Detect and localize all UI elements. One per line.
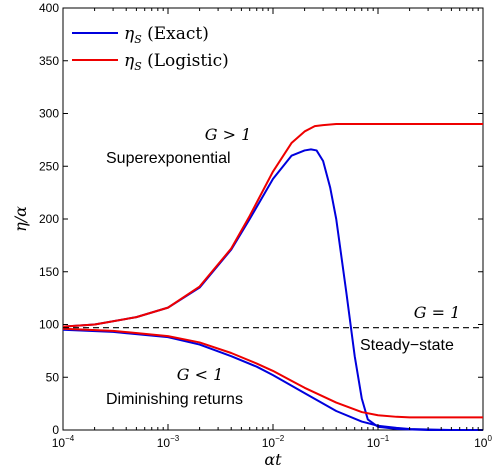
y-tick-label: 100 (39, 318, 59, 332)
x-tick-label: 10−1 (367, 434, 390, 450)
annotation-text-1: Steady−state (360, 337, 454, 354)
x-tick-label: 100 (474, 434, 492, 450)
y-tick-label: 50 (46, 370, 60, 384)
legend-label-1: ηS (Logistic) (124, 51, 229, 73)
series-line-3 (62, 327, 483, 419)
y-tick-label: 250 (39, 159, 59, 173)
x-tick-label: 10−4 (52, 434, 75, 450)
x-tick-label: 10−3 (157, 434, 180, 450)
ticks-layer: 0 50 100 150 200 250 300 350 400 10−4 10−3 10−2 10−1… (39, 1, 492, 450)
x-axis-label: αt (264, 450, 282, 469)
series-layer (62, 123, 483, 431)
legend: ηS (Exact) ηS (Logistic) (72, 24, 229, 73)
annotation-math-0: G > 1 (205, 125, 252, 144)
y-tick-label: 200 (39, 212, 59, 226)
annotation-text-0: Superexponential (106, 150, 231, 167)
series-line-0 (62, 148, 483, 431)
y-tick-label: 300 (39, 107, 59, 121)
annotation-text-2: Diminishing returns (106, 391, 243, 408)
y-tick-label: 400 (39, 1, 59, 15)
x-tick-label: 10−2 (262, 434, 285, 450)
plot-frame (62, 7, 484, 431)
legend-label-0: ηS (Exact) (124, 24, 209, 46)
y-tick-label: 0 (52, 423, 59, 437)
series-line-2 (62, 328, 483, 431)
plot-border (62, 7, 484, 431)
labels-layer: αt η/α G > 1 Superexponential G = 1 Steady−st… (11, 125, 460, 469)
series-line-1 (62, 123, 483, 328)
annotation-math-1: G = 1 (414, 303, 461, 322)
y-axis-label: η/α (11, 206, 30, 232)
annotation-math-2: G < 1 (177, 365, 224, 384)
y-tick-label: 150 (39, 265, 59, 279)
y-tick-label: 350 (39, 54, 59, 68)
